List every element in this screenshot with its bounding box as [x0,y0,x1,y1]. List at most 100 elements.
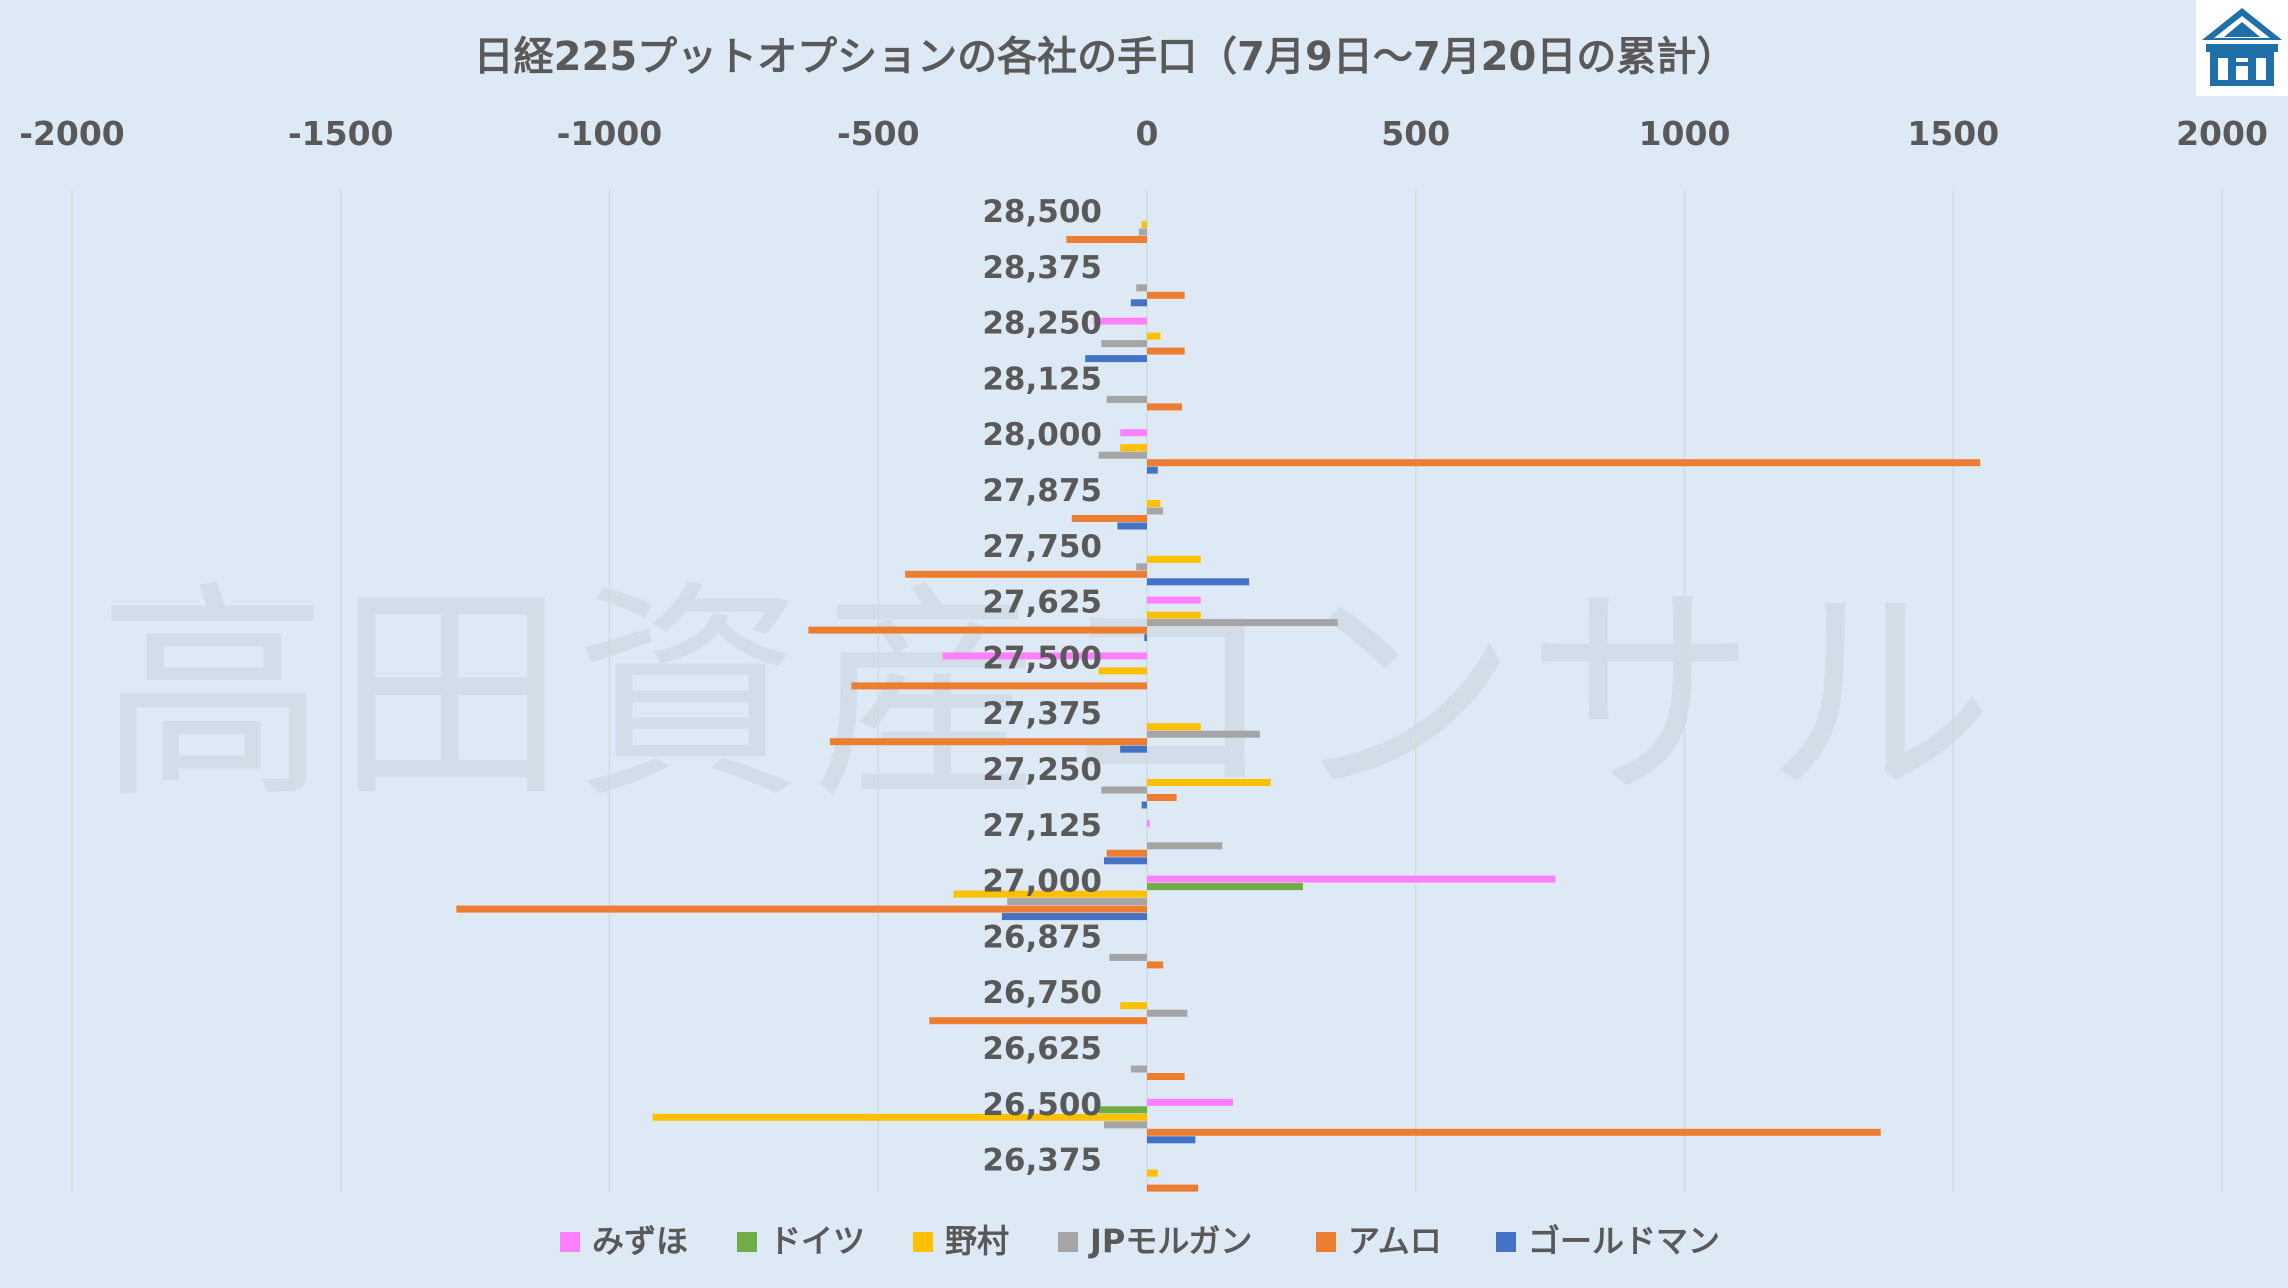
bar-0-16 [1147,1098,1233,1106]
legend: みずほ ドイツ 野村 JPモルガン アムロ ゴールドマン [560,1222,1720,1260]
x-axis-ticks: -2000 -1500 -1000 -500 0 500 1000 1500 2000 [19,114,2268,153]
x-tick-label: 500 [1381,114,1450,153]
bar-3-6 [1136,563,1147,571]
bar-2-7 [1147,611,1201,619]
house-logo-icon [2196,0,2288,96]
bar-0-12 [1147,875,1556,883]
watermark: 高田資産コンサル [98,563,2002,830]
bar-4-10 [1147,794,1177,801]
bar-3-0 [1138,228,1147,236]
bar-4-17 [1147,1184,1199,1192]
bar-4-16 [1147,1128,1881,1136]
bar-2-6 [1147,555,1201,563]
category-label: 28,125 [982,361,1102,397]
legend-label: ゴールドマン [1528,1222,1720,1260]
category-label: 28,375 [982,250,1102,286]
bar-0-4 [1120,429,1147,437]
bar-2-5 [1147,500,1161,507]
bar-2-2 [1147,332,1161,340]
bar-2-16 [652,1113,1147,1121]
bar-5-12 [1001,913,1147,921]
bar-3-11 [1147,842,1223,850]
bar-0-7 [1147,596,1201,604]
category-label: 26,375 [982,1143,1102,1179]
bar-4-15 [1147,1073,1185,1080]
bar-3-10 [1101,786,1147,794]
category-label: 28,000 [982,417,1102,453]
bar-3-2 [1101,340,1147,348]
bar-3-5 [1147,507,1164,515]
bar-4-8 [851,682,1147,690]
bar-3-14 [1147,1009,1188,1017]
x-tick-label: 1000 [1639,114,1731,153]
x-tick-label: 2000 [2176,114,2268,153]
bar-4-12 [456,905,1147,913]
legend-label: JPモルガン [1088,1222,1252,1260]
bar-2-14 [1120,1002,1147,1010]
bar-0-8 [942,652,1147,660]
bar-2-4 [1120,444,1147,452]
bar-3-1 [1136,284,1147,292]
bar-4-1 [1147,291,1185,299]
bar-5-9 [1120,745,1147,753]
bar-5-1 [1130,299,1147,307]
bar-5-2 [1085,355,1147,363]
bar-4-9 [829,738,1147,746]
bar-5-6 [1147,578,1250,586]
x-tick-label: -2000 [19,114,125,153]
bar-5-10 [1141,801,1147,809]
chart-title: 日経225プットオプションの各社の手口（7月9日～7月20日の累計） [474,34,1737,80]
category-label: 27,500 [982,640,1102,676]
legend-swatch [1496,1232,1516,1252]
x-tick-label: -1500 [288,114,394,153]
grid [71,190,2223,1192]
legend-label: 野村 [945,1222,1009,1260]
category-label: 28,250 [982,306,1102,342]
x-tick-label: 1500 [1907,114,1999,153]
bar-5-11 [1104,857,1147,865]
category-label: 26,875 [982,919,1102,955]
bar-4-6 [905,570,1147,578]
bar-2-0 [1141,221,1147,228]
category-label: 27,250 [982,752,1102,788]
bar-3-4 [1098,451,1147,459]
bar-3-16 [1104,1121,1147,1129]
bars [456,221,1981,1192]
category-label: 27,000 [982,864,1102,900]
bar-1-12 [1147,883,1303,891]
bar-4-4 [1147,459,1981,467]
bar-3-7 [1147,619,1338,627]
category-label: 27,750 [982,529,1102,565]
legend-swatch [913,1232,933,1252]
legend-swatch [1316,1232,1336,1252]
category-label: 27,375 [982,696,1102,732]
category-label: 26,750 [982,975,1102,1011]
bar-0-11 [1147,819,1150,827]
bar-4-0 [1066,236,1147,243]
bar-3-12 [1007,898,1147,906]
bar-2-9 [1147,723,1201,731]
category-labels: 28,500 28,375 28,250 28,125 28,000 27,875 27,7… [982,194,1102,1179]
bar-3-13 [1109,953,1147,961]
legend-swatch [737,1232,757,1252]
legend-label: ドイツ [769,1222,865,1260]
bar-2-12 [953,890,1147,898]
bar-5-5 [1117,522,1147,530]
bar-5-7 [1144,634,1147,642]
x-tick-label: -500 [837,114,920,153]
legend-label: みずほ [592,1222,688,1260]
category-label: 26,500 [982,1087,1102,1123]
bar-3-15 [1130,1065,1147,1073]
category-label: 27,125 [982,808,1102,844]
bar-4-2 [1147,347,1185,355]
bar-5-16 [1147,1136,1196,1144]
bar-3-9 [1147,730,1260,738]
legend-swatch [1058,1232,1078,1252]
bar-1-16 [1098,1106,1147,1114]
bar-3-3 [1106,395,1147,403]
legend-label: アムロ [1348,1222,1442,1260]
category-label: 27,625 [982,585,1102,621]
bar-4-14 [929,1017,1147,1025]
